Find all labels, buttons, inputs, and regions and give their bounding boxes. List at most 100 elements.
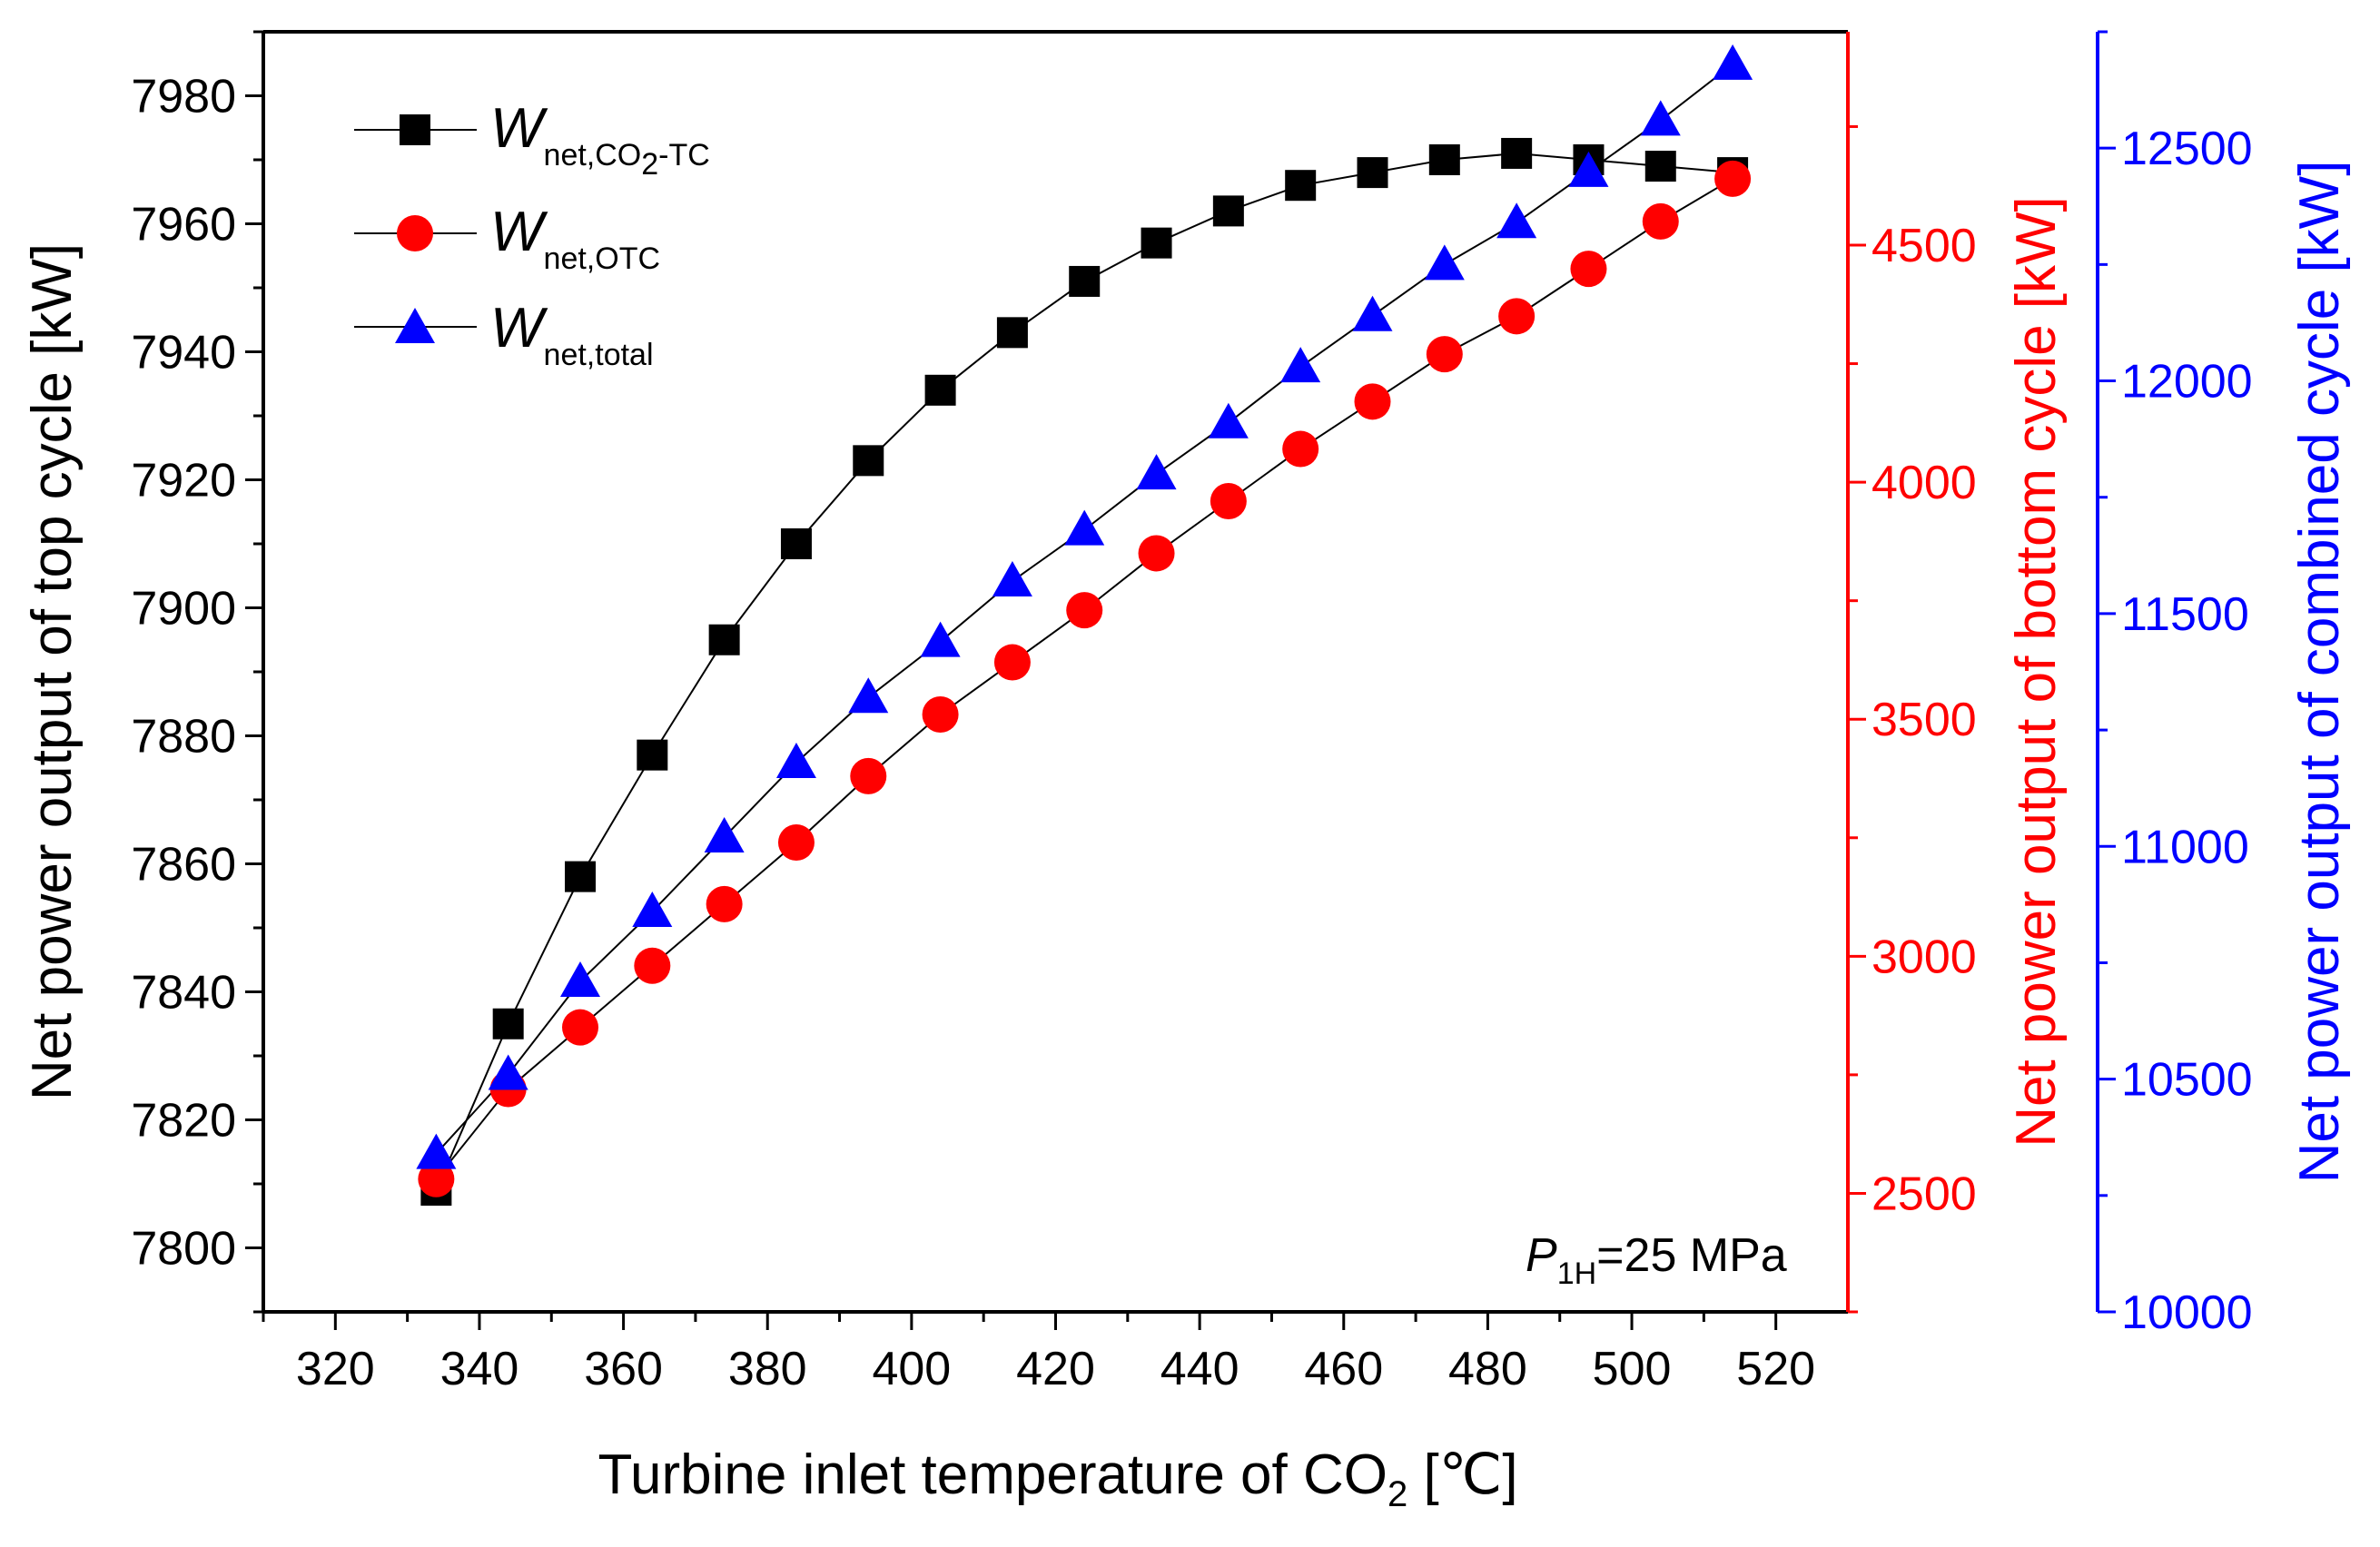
series-line-top-cycle [435, 152, 1733, 1191]
data-point-combined-cycle [1208, 402, 1249, 438]
data-point-top-cycle [492, 1008, 524, 1040]
series-layer [416, 44, 1753, 1207]
data-point-combined-cycle [1424, 244, 1465, 281]
x-tick-label: 480 [1448, 1343, 1527, 1395]
left-tick-label: 7920 [131, 455, 236, 507]
left-tick-label: 7880 [131, 711, 236, 764]
data-point-bottom-cycle [634, 947, 671, 984]
data-point-combined-cycle [704, 817, 745, 853]
left-axis-ticks: 7800 7820 7840 7860 7880 7900 7920 7940 7960 7980 [131, 30, 263, 1314]
data-point-top-cycle [708, 624, 740, 655]
x-axis-title-unit: [℃] [1407, 1444, 1517, 1506]
right2-axis-title: Net power output of combined cycle [kW] [2288, 161, 2351, 1184]
data-point-combined-cycle [1352, 295, 1393, 331]
left-tick-label: 7860 [131, 839, 236, 892]
data-point-combined-cycle [1713, 44, 1753, 80]
data-point-top-cycle [1069, 265, 1101, 297]
data-point-combined-cycle [1064, 509, 1105, 546]
data-point-bottom-cycle [922, 696, 959, 733]
data-point-top-cycle [1212, 195, 1244, 227]
legend-entry-top-cycle: Wnet,CO2-TC [354, 97, 710, 182]
right1-tick-label: 2500 [1871, 1168, 1977, 1220]
right2-tick-label: 12500 [2121, 123, 2253, 175]
data-point-top-cycle [1141, 227, 1172, 259]
legend-label-top-cycle: Wnet,CO2-TC [490, 97, 710, 182]
left-tick-label: 7840 [131, 967, 236, 1020]
left-tick-label: 7900 [131, 583, 236, 636]
x-tick-label: 500 [1593, 1343, 1672, 1395]
data-point-bottom-cycle [418, 1160, 455, 1197]
series-line-bottom-cycle [435, 178, 1733, 1180]
data-point-top-cycle [1357, 157, 1388, 189]
left-tick-label: 7960 [131, 199, 236, 251]
x-tick-label: 420 [1016, 1343, 1095, 1395]
data-point-bottom-cycle [993, 644, 1031, 681]
legend: Wnet,CO2-TC Wnet,OTC Wnet,total [354, 97, 710, 372]
legend-marker-square [400, 114, 430, 145]
left-tick-label: 7940 [131, 327, 236, 379]
right1-axis-title: Net power output of bottom cycle [kW] [2005, 196, 2068, 1148]
data-point-top-cycle [780, 528, 812, 559]
data-point-bottom-cycle [1066, 592, 1103, 629]
data-point-combined-cycle [1496, 202, 1537, 239]
data-point-bottom-cycle [706, 885, 743, 922]
right2-tick-label: 10500 [2121, 1054, 2253, 1107]
data-point-top-cycle [637, 739, 668, 771]
right1-tick-label: 3500 [1871, 694, 1977, 746]
legend-entry-bottom-cycle: Wnet,OTC [354, 201, 660, 276]
data-point-combined-cycle [992, 561, 1032, 597]
data-point-bottom-cycle [1642, 202, 1679, 240]
x-axis-title: Turbine inlet temperature of CO2 [℃] [597, 1444, 1517, 1514]
left-axis-title: Net power output of top cycle [kW] [21, 243, 84, 1100]
x-tick-label: 320 [296, 1343, 375, 1395]
data-point-combined-cycle [560, 961, 600, 997]
data-point-bottom-cycle [562, 1009, 598, 1046]
right1-axis-ticks: 2500 3000 3500 4000 4500 [1848, 124, 1977, 1314]
left-tick-label: 7980 [131, 71, 236, 123]
x-tick-label: 460 [1304, 1343, 1383, 1395]
data-point-bottom-cycle [1138, 535, 1175, 572]
right2-tick-label: 11500 [2121, 588, 2249, 641]
legend-marker-circle [397, 215, 433, 251]
data-point-combined-cycle [1640, 100, 1681, 136]
data-point-combined-cycle [416, 1133, 457, 1169]
data-point-combined-cycle [1568, 151, 1609, 187]
data-point-combined-cycle [1280, 347, 1321, 383]
data-point-top-cycle [924, 374, 956, 406]
x-tick-label: 340 [440, 1343, 519, 1395]
data-point-top-cycle [565, 861, 596, 892]
data-point-bottom-cycle [1570, 251, 1607, 288]
legend-marker-triangle [395, 308, 435, 343]
x-tick-label: 400 [872, 1343, 951, 1395]
data-point-combined-cycle [1136, 454, 1177, 490]
x-tick-label: 440 [1160, 1343, 1239, 1395]
right2-tick-label: 12000 [2121, 356, 2253, 409]
data-point-bottom-cycle [1498, 298, 1536, 335]
data-point-top-cycle [1501, 137, 1533, 169]
data-point-combined-cycle [848, 677, 889, 714]
data-point-top-cycle [996, 317, 1028, 349]
data-point-combined-cycle [920, 621, 961, 657]
x-axis-ticks: 320 340 360 380 400 420 440 460 480 500 520 [262, 1312, 1815, 1395]
data-point-bottom-cycle [1282, 430, 1319, 468]
legend-label-combined-cycle: Wnet,total [490, 297, 654, 372]
x-tick-label: 520 [1736, 1343, 1815, 1395]
x-axis-title-subscript: 2 [1388, 1474, 1407, 1514]
legend-entry-combined-cycle: Wnet,total [354, 297, 654, 372]
x-tick-label: 380 [728, 1343, 807, 1395]
left-tick-label: 7800 [131, 1223, 236, 1276]
data-point-bottom-cycle [777, 824, 815, 861]
data-point-bottom-cycle [1714, 160, 1752, 197]
right1-tick-label: 4000 [1871, 457, 1977, 509]
data-point-top-cycle [1285, 170, 1317, 202]
right1-tick-label: 4500 [1871, 220, 1977, 272]
right2-axis-ticks: 10000 10500 11000 11500 12000 12500 [2098, 30, 2253, 1339]
data-point-bottom-cycle [850, 757, 887, 794]
data-point-bottom-cycle [1354, 383, 1391, 420]
data-point-combined-cycle [775, 742, 816, 778]
data-point-top-cycle [1644, 151, 1676, 182]
right2-tick-label: 11000 [2121, 821, 2249, 873]
legend-label-bottom-cycle: Wnet,OTC [490, 201, 660, 276]
